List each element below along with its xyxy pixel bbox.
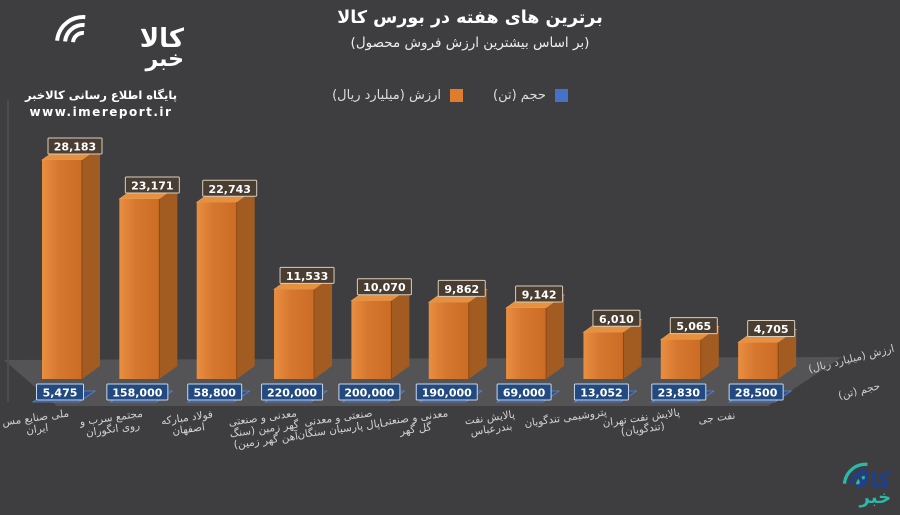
volume-label-4: 200,000 bbox=[338, 383, 401, 401]
legend-value-label: ارزش (میلیارد ریال) bbox=[332, 88, 441, 103]
svg-text:13,052: 13,052 bbox=[580, 387, 622, 400]
value-bar-2 bbox=[195, 188, 256, 379]
volume-label-7: 13,052 bbox=[573, 383, 629, 401]
value-label-5: 9,862 bbox=[437, 279, 486, 297]
value-bar-3 bbox=[273, 276, 333, 379]
volume-label-9: 28,500 bbox=[728, 383, 784, 401]
page-subtitle: (بر اساس بیشترین ارزش فروش محصول) bbox=[350, 35, 590, 51]
logo-word-kala: کالا bbox=[139, 24, 184, 54]
svg-text:190,000: 190,000 bbox=[422, 387, 472, 400]
value-label-2: 22,743 bbox=[202, 179, 258, 197]
volume-label-5: 190,000 bbox=[415, 383, 478, 401]
svg-text:9,142: 9,142 bbox=[522, 288, 557, 301]
svg-text:23,830: 23,830 bbox=[658, 387, 701, 400]
brand-footer-block: کالا خبر bbox=[788, 445, 899, 515]
svg-text:5,475: 5,475 bbox=[43, 387, 78, 400]
category-label-1: مجتمع سرب وروی انگوران bbox=[78, 408, 145, 440]
header: برترین های هفته در بورس کالا (بر اساس بی… bbox=[170, 8, 770, 51]
volume-label-0: 5,475 bbox=[36, 383, 84, 401]
category-label-9: نفت جی bbox=[698, 410, 736, 427]
svg-text:10,070: 10,070 bbox=[363, 281, 406, 294]
value-label-7: 6,010 bbox=[592, 309, 641, 327]
svg-text:200,000: 200,000 bbox=[344, 387, 394, 400]
category-label-2: فولاد مبارکهاصفهان bbox=[160, 408, 215, 439]
brand-website: www.imereport.ir bbox=[29, 105, 173, 119]
volume-label-2: 58,800 bbox=[187, 383, 243, 401]
value-label-1: 23,171 bbox=[124, 176, 180, 194]
signal-waves-icon bbox=[43, 3, 123, 83]
legend-value-swatch bbox=[450, 89, 463, 102]
page-title: برترین های هفته در بورس کالا bbox=[337, 8, 603, 28]
value-label-3: 11,533 bbox=[279, 266, 335, 284]
volume-label-6: 69,000 bbox=[496, 383, 552, 401]
value-bar-7 bbox=[582, 318, 643, 379]
svg-text:58,800: 58,800 bbox=[193, 387, 236, 400]
category-label-6: پالایش نفتبندرعباس bbox=[464, 409, 517, 439]
svg-text:5,065: 5,065 bbox=[676, 320, 711, 333]
value-label-6: 9,142 bbox=[515, 285, 564, 303]
category-label-4: صنعتی و معدنیاپال پارسیان سنگان bbox=[295, 406, 384, 441]
chart-legend: ارزش (میلیارد ریال) حجم (تن) bbox=[0, 88, 900, 103]
kala-khabar-logo: کالا خبر bbox=[12, 3, 202, 86]
legend-item-volume: حجم (تن) bbox=[493, 88, 568, 103]
svg-text:28,183: 28,183 bbox=[54, 141, 96, 154]
category-label-8: پالایش نفت تهران(تندگویان) bbox=[602, 407, 682, 441]
svg-text:11,533: 11,533 bbox=[286, 270, 328, 283]
legend-volume-label: حجم (تن) bbox=[493, 88, 546, 103]
svg-text:6,010: 6,010 bbox=[599, 313, 634, 326]
svg-text:158,000: 158,000 bbox=[112, 387, 162, 400]
value-label-4: 10,070 bbox=[356, 278, 412, 296]
value-label-0: 28,183 bbox=[47, 137, 103, 155]
svg-text:220,000: 220,000 bbox=[267, 387, 317, 400]
volume-label-8: 23,830 bbox=[651, 383, 707, 401]
svg-text:4,705: 4,705 bbox=[754, 323, 789, 336]
value-bar-5 bbox=[427, 289, 488, 379]
kala-khabar-logo-footer: کالا خبر bbox=[807, 453, 899, 515]
svg-text:22,743: 22,743 bbox=[208, 183, 250, 196]
logo-word-kala-footer: کالا bbox=[854, 468, 892, 493]
svg-text:69,000: 69,000 bbox=[503, 387, 546, 400]
category-label-0: ملی صنایع مسایران bbox=[1, 407, 71, 440]
value-bar-1 bbox=[118, 185, 179, 379]
logo-word-khabar-footer: خبر bbox=[859, 487, 892, 508]
volume-label-3: 220,000 bbox=[261, 383, 324, 401]
logo-word-khabar: خبر bbox=[145, 47, 184, 72]
value-bar-8 bbox=[659, 326, 720, 379]
value-label-9: 4,705 bbox=[747, 319, 796, 337]
brand-block: کالا خبر پایگاه اطلاع رسانی کالاخبر www.… bbox=[12, 3, 212, 119]
value-bar-4 bbox=[350, 287, 411, 379]
value-label-8: 5,065 bbox=[669, 317, 718, 335]
svg-text:9,862: 9,862 bbox=[444, 283, 479, 296]
category-label-7: پتروشیمی تندگویان bbox=[523, 405, 607, 429]
legend-item-value: ارزش (میلیارد ریال) bbox=[332, 88, 463, 103]
depth-axis-volume-label: حجم (تن) bbox=[837, 380, 881, 402]
svg-text:28,500: 28,500 bbox=[735, 387, 778, 400]
value-bar-6 bbox=[505, 294, 566, 379]
value-bar-0 bbox=[41, 146, 101, 379]
volume-label-1: 158,000 bbox=[106, 383, 169, 401]
legend-volume-swatch bbox=[554, 89, 568, 102]
svg-text:23,171: 23,171 bbox=[131, 179, 173, 192]
category-label-3: معدنی و صنعتیگهر زمین (سنگآهن گهر زمین) bbox=[227, 407, 301, 451]
category-label-5: معدنی و صنعتیگل گهر bbox=[379, 407, 450, 440]
brand-tagline: پایگاه اطلاع رسانی کالاخبر bbox=[24, 88, 178, 102]
